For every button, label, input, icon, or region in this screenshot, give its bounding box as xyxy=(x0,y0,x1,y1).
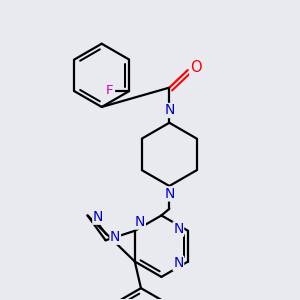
Text: F: F xyxy=(106,84,113,97)
Text: N: N xyxy=(93,210,103,224)
Text: N: N xyxy=(135,215,145,229)
Text: N: N xyxy=(110,230,120,244)
Text: N: N xyxy=(164,187,175,201)
Text: N: N xyxy=(173,256,184,270)
Text: N: N xyxy=(173,222,184,236)
Text: N: N xyxy=(164,103,175,118)
Text: O: O xyxy=(190,60,202,75)
